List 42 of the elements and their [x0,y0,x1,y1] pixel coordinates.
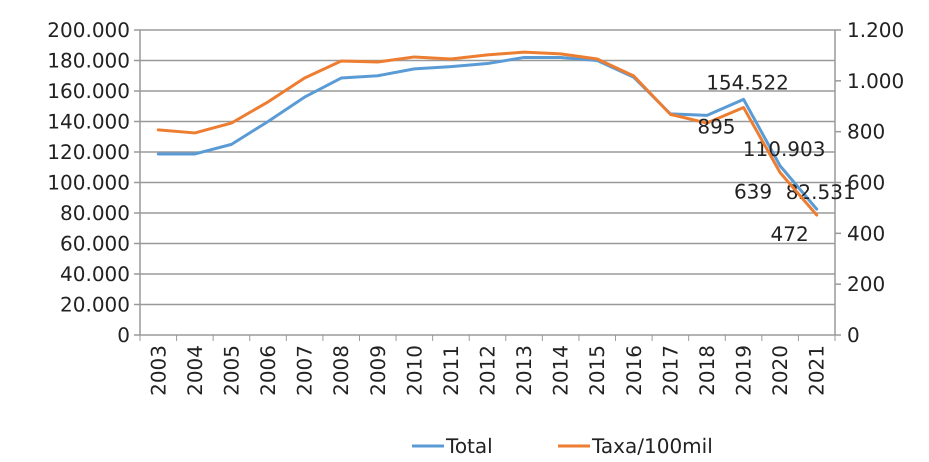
x-tick-label: 2016 [622,345,646,396]
y2-tick-label: 400 [847,221,886,246]
data-label: 472 [770,222,809,246]
data-label: 895 [697,114,736,139]
x-tick-label: 2021 [804,345,829,396]
x-tick-label: 2013 [512,345,536,396]
y2-tick-label: 0 [847,323,860,347]
x-tick-label: 2003 [146,345,170,396]
x-tick-label: 2007 [292,345,317,396]
y-tick-label: 0 [117,323,130,347]
x-tick-label: 2014 [548,345,573,396]
data-label: 154.522 [706,70,789,94]
y-tick-label: 180.000 [47,48,130,72]
y-tick-label: 100.000 [47,170,130,194]
x-tick-label: 2018 [694,345,719,396]
x-tick-label: 2017 [658,345,682,396]
x-tick-label: 2011 [438,345,463,396]
y-tick-label: 60.000 [60,232,130,256]
y2-tick-label: 1.000 [847,68,904,93]
y-tick-label: 200.000 [47,18,130,42]
legend-label: Taxa/100mil [591,434,713,458]
legend-label: Total [445,434,493,458]
x-tick-label: 2015 [585,345,610,396]
x-tick-label: 2020 [768,345,792,396]
y-tick-label: 40.000 [60,262,130,286]
y-tick-label: 120.000 [47,140,130,164]
data-label: 639 [734,180,772,204]
x-tick-label: 2012 [476,345,500,396]
x-tick-label: 2006 [256,345,280,396]
y-tick-label: 20.000 [60,292,130,316]
x-tick-label: 2019 [732,345,756,396]
x-tick-label: 2010 [402,345,426,396]
x-tick-label: 2009 [366,345,390,396]
x-tick-label: 2004 [182,345,207,396]
x-tick-label: 2005 [219,345,244,396]
y-tick-label: 160.000 [47,79,130,103]
y2-tick-label: 1.200 [847,18,904,42]
y-tick-label: 80.000 [60,201,130,225]
x-tick-label: 2008 [329,345,354,396]
y2-tick-label: 200 [847,272,886,296]
y-tick-label: 140.000 [47,110,130,134]
y2-tick-label: 800 [847,120,886,144]
